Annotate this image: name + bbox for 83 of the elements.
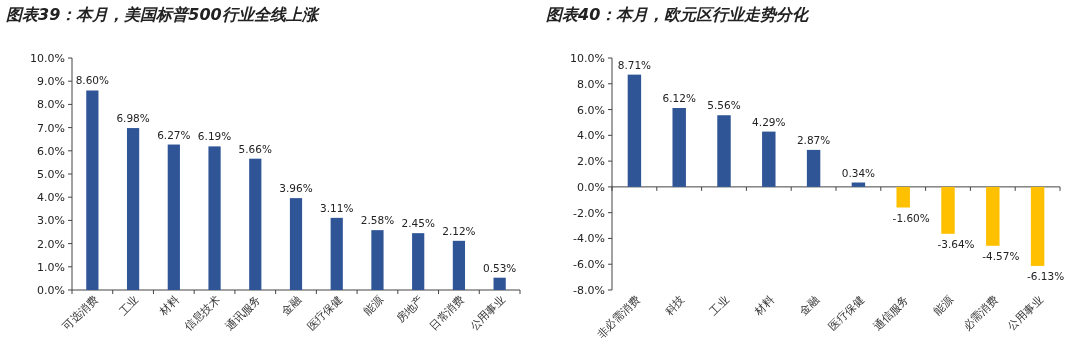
x-tick-label: 材料	[751, 292, 777, 319]
x-tick-label: 医疗保健	[304, 292, 345, 334]
x-tick-label: 材料	[156, 292, 182, 319]
x-tick-label: 工业	[707, 292, 733, 318]
x-tick-label: 医疗保健	[826, 292, 867, 334]
x-tick-label: 能源	[360, 292, 386, 318]
bar	[672, 108, 686, 187]
y-tick-label: -4.0%	[573, 232, 605, 246]
y-tick-label: -8.0%	[573, 284, 605, 297]
bar	[249, 158, 262, 290]
data-label: 8.71%	[617, 58, 652, 71]
data-label: 2.12%	[442, 224, 476, 237]
bar	[941, 186, 955, 234]
data-label: 2.58%	[360, 214, 395, 227]
data-label: -1.60%	[892, 211, 930, 224]
data-label: 5.66%	[238, 142, 272, 155]
y-tick-label: 8.0%	[37, 98, 65, 112]
y-tick-label: -2.0%	[573, 206, 605, 220]
x-tick-label: 必需消费	[960, 292, 1001, 334]
data-label: 4.29%	[752, 115, 786, 128]
data-label: 2.45%	[401, 217, 435, 230]
bar	[167, 144, 180, 290]
bar	[493, 277, 506, 290]
bar	[762, 131, 776, 187]
data-label: 6.27%	[157, 128, 191, 141]
chart-title: 图表39：本月，美国标普500行业全线上涨	[6, 5, 320, 24]
data-label: 3.96%	[279, 182, 313, 195]
bar	[806, 149, 821, 187]
data-label: -3.64%	[937, 237, 975, 250]
y-tick-label: 1.0%	[37, 260, 65, 274]
y-tick-label: 7.0%	[37, 121, 65, 135]
data-label: 6.98%	[116, 112, 150, 125]
bar	[86, 90, 99, 290]
x-tick-label: 公用事业	[1005, 292, 1046, 334]
y-tick-label: 8.0%	[577, 77, 605, 91]
x-tick-label: 信息技术	[182, 292, 223, 334]
x-tick-label: 金融	[279, 292, 305, 318]
x-tick-label: 通信服务	[871, 292, 912, 334]
y-tick-label: 5.0%	[37, 168, 65, 181]
y-tick-label: 6.0%	[37, 144, 65, 158]
data-label: -6.13%	[1027, 269, 1065, 282]
y-tick-label: 2.0%	[577, 155, 605, 169]
x-tick-label: 科技	[662, 292, 688, 318]
y-tick-label: 4.0%	[577, 129, 605, 143]
data-label: 6.19%	[197, 130, 232, 143]
data-label: -4.57%	[982, 249, 1020, 262]
y-tick-label: 3.0%	[37, 214, 65, 228]
data-label: 2.87%	[796, 133, 831, 146]
y-tick-label: 10.0%	[30, 52, 65, 65]
bar	[717, 115, 731, 187]
x-tick-label: 能源	[931, 292, 957, 318]
y-tick-label: 4.0%	[37, 191, 65, 205]
chart-title: 图表40：本月，欧元区行业走势分化	[546, 5, 811, 24]
bar	[896, 186, 910, 208]
bar	[986, 186, 1000, 246]
data-label: 5.56%	[707, 99, 741, 112]
x-tick-label: 房地产	[393, 292, 427, 326]
y-tick-label: 9.0%	[37, 75, 65, 89]
x-tick-label: 日常消费	[426, 292, 468, 334]
y-tick-label: -6.0%	[573, 258, 605, 272]
bar	[330, 217, 343, 290]
y-tick-label: 10.0%	[570, 52, 605, 65]
data-label: 6.12%	[662, 92, 696, 105]
x-tick-label: 金融	[796, 292, 822, 318]
data-label: 3.11%	[320, 201, 354, 214]
bar	[371, 230, 384, 290]
bar	[452, 240, 466, 290]
x-tick-label: 工业	[116, 292, 142, 318]
data-label: 0.53%	[482, 261, 517, 274]
x-tick-label: 通讯服务	[223, 292, 264, 334]
bar	[412, 233, 425, 290]
bar	[1030, 186, 1045, 266]
data-label: 8.60%	[75, 74, 110, 87]
bar	[627, 74, 642, 187]
data-label: 0.34%	[841, 166, 876, 179]
x-tick-label: 公用事业	[467, 292, 508, 334]
y-tick-label: 0.0%	[577, 180, 605, 194]
y-tick-label: 6.0%	[577, 103, 605, 117]
y-tick-label: 2.0%	[37, 237, 65, 251]
bar	[126, 128, 140, 290]
bar	[208, 146, 221, 290]
bar	[289, 198, 303, 290]
y-tick-label: 0.0%	[37, 284, 65, 297]
